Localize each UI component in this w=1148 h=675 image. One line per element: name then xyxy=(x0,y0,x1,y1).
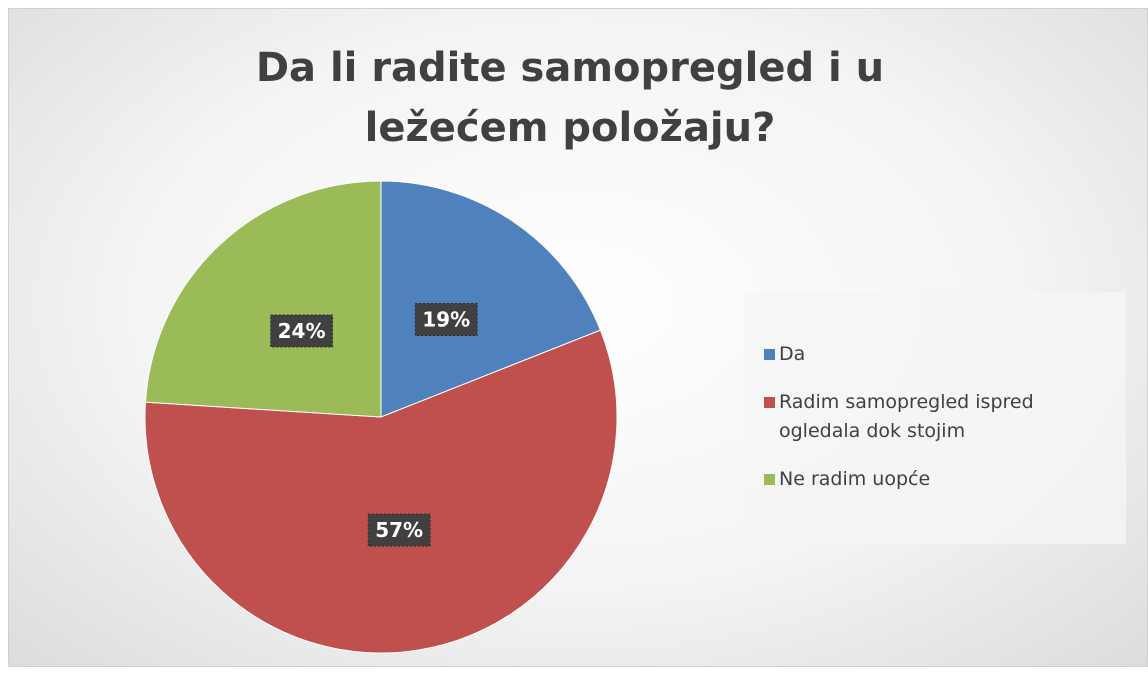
data-label: 19% xyxy=(422,308,470,332)
data-label-box xyxy=(270,314,334,348)
data-label: 57% xyxy=(375,518,423,542)
data-label-box xyxy=(367,513,431,547)
legend-entry: Da xyxy=(764,340,1109,369)
chart-title: Da li radite samopregled i u ležećem pol… xyxy=(255,45,885,151)
legend-swatch xyxy=(764,474,775,485)
pie-slice xyxy=(144,329,618,654)
pie-slice xyxy=(144,180,382,418)
legend-label: Radim samopregled ispred ogledala dok st… xyxy=(779,391,1034,442)
data-label-box xyxy=(414,303,478,337)
legend-entry: Ne radim uopće xyxy=(764,465,1109,494)
legend-swatch xyxy=(764,397,775,408)
legend-swatch xyxy=(764,349,775,360)
data-label: 24% xyxy=(278,319,326,343)
pie-slice xyxy=(380,180,602,418)
legend: Da Radim samopregled ispred ogledala dok … xyxy=(744,292,1126,544)
legend-label: Ne radim uopće xyxy=(779,468,931,490)
legend-label: Da xyxy=(779,343,806,365)
legend-entry: Radim samopregled ispred ogledala dok st… xyxy=(764,388,1109,446)
